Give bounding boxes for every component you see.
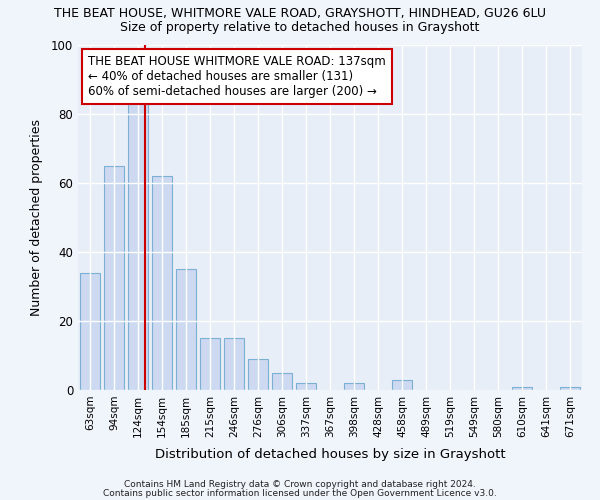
Bar: [272, 373, 292, 390]
Bar: [152, 176, 172, 390]
Text: Contains public sector information licensed under the Open Government Licence v3: Contains public sector information licen…: [103, 488, 497, 498]
Text: Size of property relative to detached houses in Grayshott: Size of property relative to detached ho…: [121, 21, 479, 34]
X-axis label: Distribution of detached houses by size in Grayshott: Distribution of detached houses by size …: [155, 448, 505, 461]
Bar: [296, 383, 316, 390]
Text: THE BEAT HOUSE WHITMORE VALE ROAD: 137sqm
← 40% of detached houses are smaller (: THE BEAT HOUSE WHITMORE VALE ROAD: 137sq…: [88, 56, 386, 98]
Bar: [512, 386, 532, 390]
Text: Contains HM Land Registry data © Crown copyright and database right 2024.: Contains HM Land Registry data © Crown c…: [124, 480, 476, 489]
Bar: [560, 386, 580, 390]
Bar: [392, 380, 412, 390]
Text: THE BEAT HOUSE, WHITMORE VALE ROAD, GRAYSHOTT, HINDHEAD, GU26 6LU: THE BEAT HOUSE, WHITMORE VALE ROAD, GRAY…: [54, 8, 546, 20]
Bar: [344, 383, 364, 390]
Y-axis label: Number of detached properties: Number of detached properties: [29, 119, 43, 316]
Bar: [248, 359, 268, 390]
Bar: [176, 269, 196, 390]
Bar: [80, 272, 100, 390]
Bar: [104, 166, 124, 390]
Bar: [200, 338, 220, 390]
Bar: [128, 97, 148, 390]
Bar: [224, 338, 244, 390]
